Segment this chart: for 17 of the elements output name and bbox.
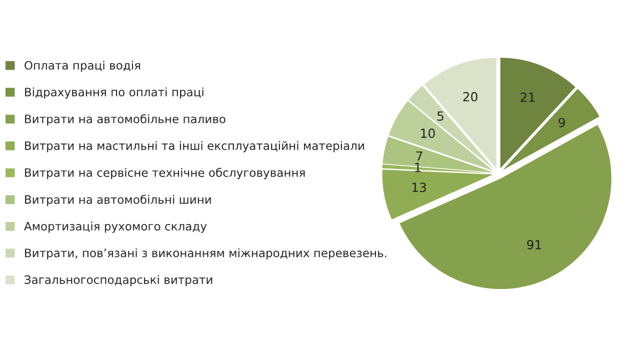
data-label: 10 bbox=[421, 128, 435, 138]
legend-label: Витрати на автомобільні шини bbox=[25, 194, 211, 206]
legend-label: Амортизація рухомого складу bbox=[24, 222, 207, 233]
legend-label: Загальногосподарські витрати bbox=[24, 275, 212, 286]
data-label: 91 bbox=[527, 240, 542, 250]
legend-label: Витрати, пов’язані з виконанням міжнародних перевезень. bbox=[25, 248, 386, 260]
data-label: 9 bbox=[558, 118, 565, 128]
legend-label: Оплата праці водія bbox=[24, 60, 140, 72]
legend-label: Витрати на автомобільне паливо bbox=[25, 114, 226, 126]
data-label: 7 bbox=[416, 151, 422, 161]
data-label: 21 bbox=[520, 92, 535, 102]
legend-label: Витрати на мастильні та інші експлуатаційні матеріали bbox=[25, 141, 364, 152]
legend-label: Відрахування по оплаті праці bbox=[25, 87, 204, 99]
data-label: 5 bbox=[437, 112, 444, 121]
data-label: 20 bbox=[463, 92, 478, 102]
data-label: 13 bbox=[412, 182, 426, 192]
legend-label: Витрати на сервісне технічне обслуговування bbox=[25, 168, 305, 180]
